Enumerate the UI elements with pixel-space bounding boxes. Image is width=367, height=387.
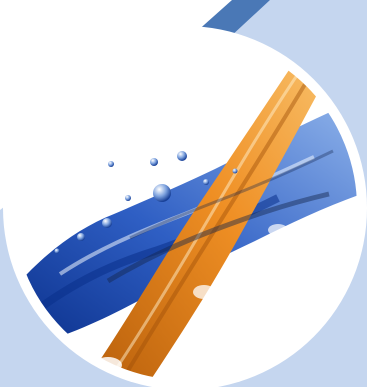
bubble-icon <box>150 158 158 166</box>
bubble-icon <box>203 179 209 185</box>
orange-stream-highlight <box>102 64 306 384</box>
ring-outline <box>5 28 365 387</box>
white-foam <box>268 224 288 236</box>
bubble-icon <box>54 248 60 254</box>
bubble-icon <box>108 161 114 167</box>
bubble-icon <box>153 184 171 202</box>
splash-shadow-strands <box>106 191 330 284</box>
bubble-icon <box>102 218 112 228</box>
orange-stream <box>90 58 330 384</box>
bubble-icon <box>77 233 85 241</box>
bubble-icon <box>177 151 187 161</box>
orange-stream-detail <box>116 69 315 384</box>
bubble-icon <box>232 168 238 174</box>
white-foam <box>193 285 215 299</box>
splash-shadow-strands <box>129 149 334 240</box>
bubble-icon <box>125 195 131 201</box>
